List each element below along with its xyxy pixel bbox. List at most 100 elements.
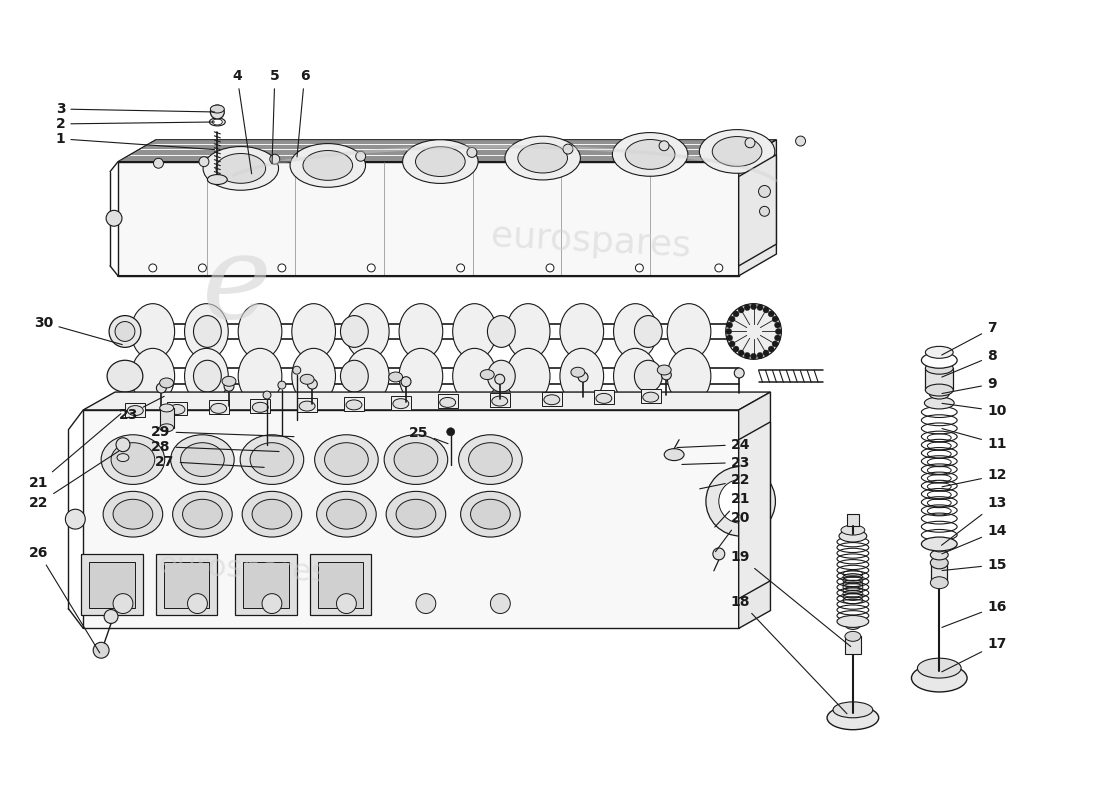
Text: 10: 10 bbox=[942, 403, 1007, 418]
Ellipse shape bbox=[154, 158, 164, 168]
Ellipse shape bbox=[106, 210, 122, 226]
Ellipse shape bbox=[726, 329, 732, 334]
Text: 23: 23 bbox=[682, 455, 750, 470]
Text: 28: 28 bbox=[151, 440, 279, 454]
Bar bbox=[438, 394, 458, 408]
Text: 26: 26 bbox=[29, 546, 100, 653]
Ellipse shape bbox=[745, 353, 750, 358]
Ellipse shape bbox=[113, 499, 153, 529]
Ellipse shape bbox=[327, 499, 366, 529]
Polygon shape bbox=[84, 392, 770, 410]
Ellipse shape bbox=[738, 350, 744, 356]
Ellipse shape bbox=[700, 130, 774, 174]
Ellipse shape bbox=[131, 348, 175, 404]
Ellipse shape bbox=[614, 348, 658, 404]
Text: 22: 22 bbox=[700, 474, 750, 489]
Ellipse shape bbox=[487, 360, 515, 392]
Ellipse shape bbox=[204, 146, 278, 190]
Ellipse shape bbox=[461, 491, 520, 537]
Ellipse shape bbox=[384, 434, 448, 485]
Ellipse shape bbox=[563, 144, 573, 154]
Ellipse shape bbox=[416, 594, 436, 614]
Ellipse shape bbox=[931, 550, 948, 560]
Ellipse shape bbox=[931, 577, 948, 589]
Text: eurospares: eurospares bbox=[491, 219, 692, 263]
Ellipse shape bbox=[925, 346, 954, 358]
Ellipse shape bbox=[839, 530, 867, 542]
Ellipse shape bbox=[440, 398, 455, 407]
Bar bbox=[235, 554, 297, 615]
Ellipse shape bbox=[183, 499, 222, 529]
Ellipse shape bbox=[210, 105, 224, 113]
Ellipse shape bbox=[173, 491, 232, 537]
Ellipse shape bbox=[560, 304, 604, 359]
Bar bbox=[81, 554, 143, 615]
Ellipse shape bbox=[242, 491, 301, 537]
Text: 20: 20 bbox=[715, 511, 750, 552]
Ellipse shape bbox=[757, 305, 763, 310]
Ellipse shape bbox=[224, 382, 234, 391]
Text: 14: 14 bbox=[942, 524, 1007, 554]
Ellipse shape bbox=[211, 403, 227, 414]
Polygon shape bbox=[118, 140, 777, 162]
Ellipse shape bbox=[745, 138, 755, 148]
Text: 16: 16 bbox=[942, 599, 1007, 627]
Ellipse shape bbox=[103, 491, 163, 537]
Ellipse shape bbox=[355, 151, 365, 162]
Ellipse shape bbox=[506, 304, 550, 359]
Ellipse shape bbox=[160, 404, 174, 412]
Ellipse shape bbox=[169, 405, 185, 414]
Text: 7: 7 bbox=[942, 322, 997, 355]
Ellipse shape bbox=[750, 304, 757, 310]
Ellipse shape bbox=[456, 264, 464, 272]
Ellipse shape bbox=[386, 491, 446, 537]
Text: 25: 25 bbox=[409, 426, 448, 444]
Text: 4: 4 bbox=[232, 70, 252, 174]
Ellipse shape bbox=[757, 353, 763, 358]
Text: 27: 27 bbox=[155, 454, 264, 469]
Bar bbox=[167, 402, 187, 415]
Ellipse shape bbox=[837, 615, 869, 627]
Ellipse shape bbox=[925, 362, 954, 374]
Text: 18: 18 bbox=[730, 594, 847, 714]
Ellipse shape bbox=[776, 329, 781, 334]
Ellipse shape bbox=[763, 350, 769, 356]
Ellipse shape bbox=[346, 400, 362, 410]
Ellipse shape bbox=[487, 315, 515, 347]
Text: 3: 3 bbox=[56, 102, 214, 116]
Ellipse shape bbox=[302, 150, 353, 180]
Text: 8: 8 bbox=[942, 350, 997, 377]
Ellipse shape bbox=[661, 370, 671, 380]
Ellipse shape bbox=[614, 304, 658, 359]
Bar bbox=[542, 392, 562, 406]
Ellipse shape bbox=[768, 346, 774, 352]
Ellipse shape bbox=[506, 348, 550, 404]
Ellipse shape bbox=[659, 141, 669, 150]
Ellipse shape bbox=[924, 397, 954, 409]
Polygon shape bbox=[739, 154, 777, 266]
Ellipse shape bbox=[101, 434, 165, 485]
Ellipse shape bbox=[715, 264, 723, 272]
Ellipse shape bbox=[402, 377, 411, 386]
Ellipse shape bbox=[250, 442, 294, 477]
Ellipse shape bbox=[180, 442, 224, 477]
Polygon shape bbox=[739, 422, 770, 598]
Ellipse shape bbox=[727, 335, 733, 341]
Text: 24: 24 bbox=[676, 438, 750, 452]
Bar bbox=[156, 554, 218, 615]
Ellipse shape bbox=[170, 434, 234, 485]
Ellipse shape bbox=[199, 157, 209, 166]
Ellipse shape bbox=[394, 442, 438, 477]
Polygon shape bbox=[739, 392, 770, 629]
Ellipse shape bbox=[925, 384, 954, 396]
Ellipse shape bbox=[113, 594, 133, 614]
Ellipse shape bbox=[299, 401, 315, 411]
Text: 23: 23 bbox=[119, 396, 164, 422]
Ellipse shape bbox=[262, 594, 282, 614]
Ellipse shape bbox=[198, 264, 207, 272]
Bar bbox=[490, 393, 509, 407]
Ellipse shape bbox=[131, 304, 175, 359]
Ellipse shape bbox=[733, 311, 739, 317]
Bar bbox=[125, 402, 145, 417]
Ellipse shape bbox=[403, 140, 478, 183]
